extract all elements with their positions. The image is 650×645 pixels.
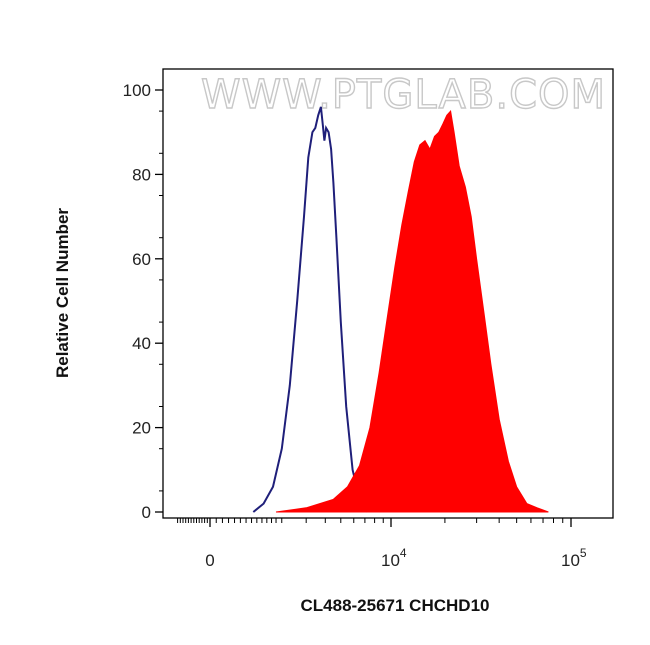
x-tick-label: 0 <box>205 551 214 570</box>
watermark: WWW.PTGLAB.COM <box>201 72 606 118</box>
plot-frame <box>162 68 614 519</box>
x-tick-label: 105 <box>561 546 587 570</box>
x-tick-label: 104 <box>381 546 407 570</box>
y-tick-label: 20 <box>132 419 151 438</box>
y-tick-label: 40 <box>132 334 151 353</box>
y-tick-label: 0 <box>142 503 151 522</box>
x-tick-base: 10 <box>561 551 580 570</box>
x-axis-title: CL488-25671 CHCHD10 <box>301 596 490 615</box>
series-0-line <box>252 106 368 513</box>
y-tick-label: 60 <box>132 250 151 269</box>
y-tick-label: 80 <box>132 165 151 184</box>
y-tick-label: 100 <box>123 81 151 100</box>
x-tick-base: 10 <box>381 551 400 570</box>
y-axis-title: Relative Cell Number <box>53 208 72 378</box>
y-axis: 0 20 40 60 80 100 <box>123 81 163 522</box>
x-tick-exponent: 5 <box>580 546 587 560</box>
x-tick-base: 0 <box>205 551 214 570</box>
series-layer <box>252 106 549 513</box>
x-tick-exponent: 4 <box>400 546 407 560</box>
series-1-area <box>275 109 549 513</box>
x-axis: 0 104 105 <box>177 518 587 570</box>
